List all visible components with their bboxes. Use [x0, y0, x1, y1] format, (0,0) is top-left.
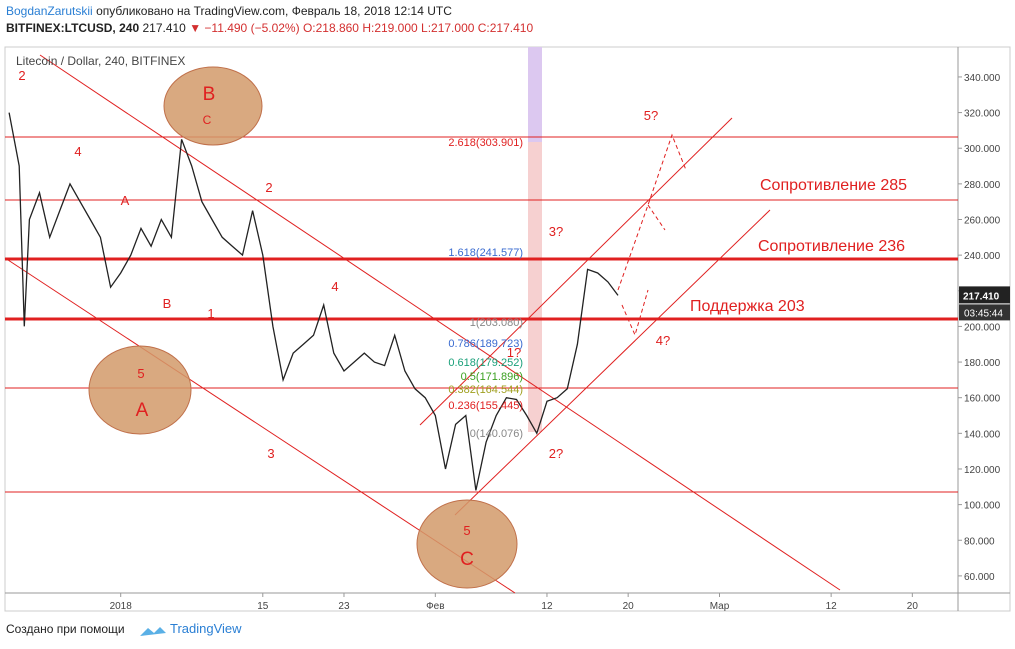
- y-tick-label: 240.000: [964, 251, 1001, 262]
- annotation: Поддержка 203: [690, 298, 805, 315]
- annotation: 4: [74, 144, 81, 159]
- annotation: 0(140.076): [470, 428, 523, 440]
- ohlc: O:218.860 H:219.000 L:217.000 C:217.410: [302, 21, 534, 35]
- last-price-box: [959, 286, 1010, 304]
- annotation: C: [460, 549, 474, 570]
- wave-path: [617, 133, 687, 291]
- annotation: 1?: [507, 345, 521, 360]
- annotation: 0.618(179.252): [448, 357, 523, 369]
- annotation: 1.618(241.577): [448, 247, 523, 259]
- ellipse: [163, 66, 263, 146]
- fib-band: [528, 142, 542, 432]
- y-tick-label: 260.000: [964, 215, 1001, 226]
- x-tick-label: 12: [541, 601, 553, 612]
- annotation: 3?: [549, 224, 563, 239]
- y-tick-label: 160.000: [964, 394, 1001, 405]
- annotation: B: [163, 296, 172, 311]
- x-tick-label: 20: [907, 601, 919, 612]
- annotation: C: [203, 113, 212, 127]
- ellipses: [88, 66, 518, 589]
- change: ▼ −11.490 (−5.02%): [189, 21, 300, 35]
- annotation: 5: [463, 523, 470, 538]
- annotation: 4?: [656, 333, 670, 348]
- annotation: 0.786(189.723): [448, 338, 523, 350]
- annotation: 4: [331, 279, 338, 294]
- y-tick-label: 200.000: [964, 322, 1001, 333]
- footer-brand[interactable]: TradingView: [170, 621, 242, 636]
- y-tick-label: 80.000: [964, 536, 995, 547]
- y-tick-label: 320.000: [964, 109, 1001, 120]
- annotation: 0.236(155.445): [448, 400, 523, 412]
- y-tick-label: 60.000: [964, 572, 995, 583]
- y-tick-label: 340.000: [964, 73, 1001, 84]
- y-tick-label: 180.000: [964, 358, 1001, 369]
- annotation: 5: [137, 366, 144, 381]
- annotation: 1(203.080): [470, 317, 523, 329]
- fib-band-top: [528, 47, 542, 142]
- annotation: B: [203, 84, 216, 105]
- countdown-box: [959, 304, 1010, 321]
- x-tick-label: 20: [623, 601, 635, 612]
- annotation: 5?: [644, 108, 658, 123]
- x-tick-label: 12: [826, 601, 838, 612]
- logo: [140, 627, 166, 636]
- x-tick-label: 15: [257, 601, 269, 612]
- wave-path: [621, 289, 649, 337]
- annotation: Сопротивление 285: [760, 177, 907, 194]
- published: опубликовано на TradingView.com, Февраль…: [96, 4, 452, 18]
- trend-line: [454, 209, 771, 516]
- annotation: Сопротивление 236: [758, 238, 905, 255]
- annotation: 2: [265, 180, 272, 195]
- annotation: 0.382(164.544): [448, 384, 523, 396]
- annotation: 2: [18, 68, 25, 83]
- chart-frame: [4, 46, 1011, 612]
- countdown: 03:45:44: [964, 308, 1003, 319]
- ellipse: [88, 345, 192, 435]
- y-tick-label: 280.000: [964, 180, 1001, 191]
- trend-line: [419, 117, 733, 426]
- y-tick-label: 300.000: [964, 144, 1001, 155]
- y-tick-label: 120.000: [964, 465, 1001, 476]
- ellipse: [416, 499, 518, 589]
- last-price-label: 217.410: [963, 291, 1000, 302]
- annotation: 0.5(171.896): [461, 371, 523, 383]
- price-line: [8, 112, 619, 491]
- trend-line: [39, 54, 841, 591]
- last: 217.410: [142, 21, 186, 35]
- footer-created: Создано при помощи: [6, 622, 125, 636]
- x-tick-label: 2018: [110, 601, 133, 612]
- annotation: 2.618(303.901): [448, 137, 523, 149]
- y-tick-label: 100.000: [964, 501, 1001, 512]
- x-tick-label: Мар: [710, 601, 730, 612]
- y-tick-label: 140.000: [964, 429, 1001, 440]
- annotation: 1: [207, 306, 214, 321]
- annotation: 2?: [549, 446, 563, 461]
- annotation: A: [121, 193, 130, 208]
- chart-title: Litecoin / Dollar, 240, BITFINEX: [16, 54, 185, 68]
- x-tick-label: Фев: [426, 601, 444, 612]
- x-tick-label: 23: [338, 601, 350, 612]
- wave-path: [647, 204, 666, 231]
- author[interactable]: BogdanZarutskii: [6, 4, 93, 18]
- header-line-2: BITFINEX:LTCUSD, 240 217.410 ▼ −11.490 (…: [6, 21, 533, 35]
- annotation: A: [136, 400, 149, 421]
- header-line-1: BogdanZarutskii опубликовано на TradingV…: [6, 4, 452, 18]
- symbol: BITFINEX:LTCUSD, 240: [6, 21, 140, 35]
- annotation: 3: [267, 446, 274, 461]
